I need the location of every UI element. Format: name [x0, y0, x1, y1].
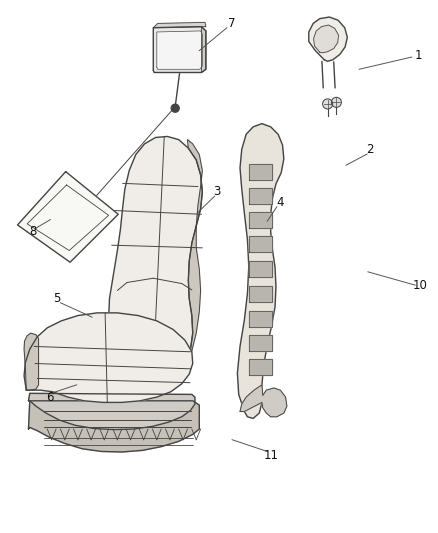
Text: 3: 3 [213, 185, 220, 198]
Polygon shape [249, 286, 272, 302]
Polygon shape [28, 401, 199, 452]
Polygon shape [249, 335, 272, 351]
Polygon shape [153, 22, 206, 28]
Text: 8: 8 [29, 225, 36, 238]
Polygon shape [249, 359, 272, 375]
Circle shape [171, 104, 179, 112]
Text: 2: 2 [366, 143, 374, 156]
Polygon shape [109, 136, 202, 369]
Polygon shape [249, 188, 272, 204]
Text: 10: 10 [413, 279, 428, 292]
Text: 1: 1 [414, 50, 422, 62]
Circle shape [323, 99, 332, 109]
Polygon shape [237, 124, 284, 418]
Text: 4: 4 [276, 196, 284, 209]
Polygon shape [187, 140, 202, 351]
Polygon shape [157, 31, 202, 69]
Text: 11: 11 [264, 449, 279, 462]
Polygon shape [18, 172, 118, 262]
Polygon shape [249, 236, 272, 252]
Polygon shape [249, 311, 272, 327]
Text: 6: 6 [46, 391, 54, 403]
Polygon shape [201, 27, 206, 72]
Polygon shape [309, 17, 347, 61]
Circle shape [332, 98, 341, 107]
Polygon shape [24, 313, 193, 402]
Text: 5: 5 [53, 292, 60, 305]
Polygon shape [28, 393, 195, 430]
Polygon shape [153, 27, 206, 72]
Polygon shape [249, 164, 272, 180]
Text: 7: 7 [228, 18, 236, 30]
Polygon shape [314, 25, 339, 53]
Polygon shape [240, 385, 287, 417]
Polygon shape [24, 333, 39, 390]
Polygon shape [249, 212, 272, 228]
Polygon shape [249, 261, 272, 277]
